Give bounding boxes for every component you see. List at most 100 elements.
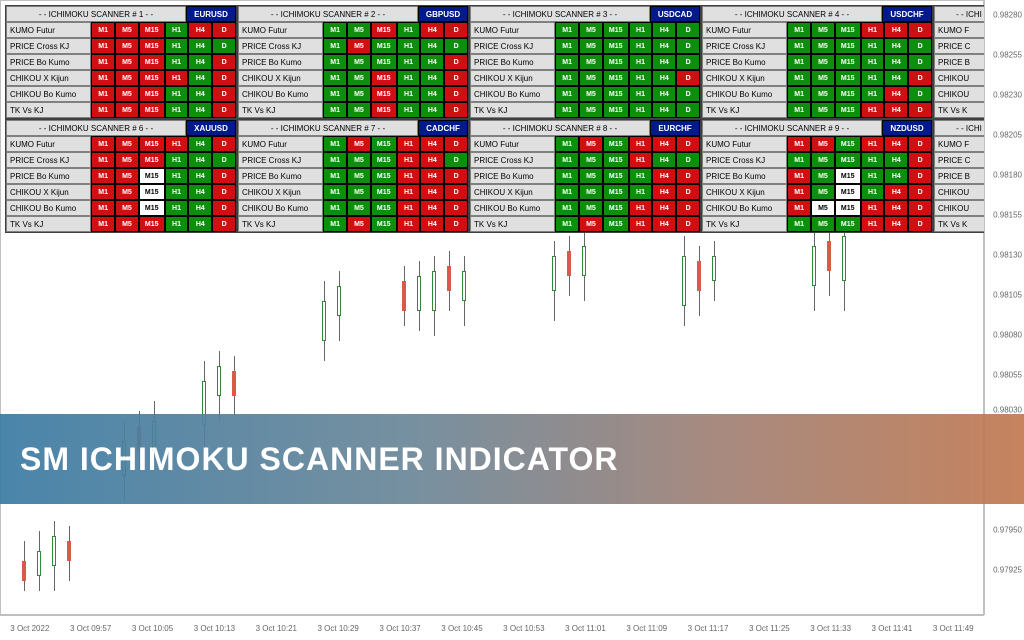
signal-cell[interactable]: D <box>444 86 468 102</box>
signal-cell[interactable]: H1 <box>861 102 885 118</box>
signal-cell[interactable]: M5 <box>811 22 835 38</box>
signal-cell[interactable]: M1 <box>555 200 579 216</box>
signal-cell[interactable]: H1 <box>861 216 885 232</box>
signal-cell[interactable]: M15 <box>371 38 397 54</box>
signal-cell[interactable]: D <box>212 102 236 118</box>
signal-cell[interactable]: H4 <box>884 200 908 216</box>
signal-cell[interactable]: H4 <box>188 38 212 54</box>
signal-cell[interactable]: D <box>676 152 700 168</box>
signal-cell[interactable]: H4 <box>420 216 444 232</box>
signal-cell[interactable]: H1 <box>861 152 885 168</box>
signal-cell[interactable]: H1 <box>397 70 421 86</box>
signal-cell[interactable]: M15 <box>139 102 165 118</box>
signal-cell[interactable]: M5 <box>811 54 835 70</box>
signal-cell[interactable]: H4 <box>188 102 212 118</box>
signal-cell[interactable]: M5 <box>115 200 139 216</box>
signal-cell[interactable]: M5 <box>579 22 603 38</box>
signal-cell[interactable]: H1 <box>861 136 885 152</box>
signal-cell[interactable]: D <box>908 70 932 86</box>
signal-cell[interactable]: M5 <box>347 168 371 184</box>
signal-cell[interactable]: H4 <box>188 216 212 232</box>
signal-cell[interactable]: M1 <box>91 22 115 38</box>
signal-cell[interactable]: H4 <box>420 70 444 86</box>
signal-cell[interactable]: M15 <box>371 216 397 232</box>
signal-cell[interactable]: H1 <box>861 200 885 216</box>
signal-cell[interactable]: M1 <box>555 136 579 152</box>
signal-cell[interactable]: H1 <box>629 200 653 216</box>
signal-cell[interactable]: M5 <box>579 70 603 86</box>
signal-cell[interactable]: M1 <box>555 54 579 70</box>
signal-cell[interactable]: M5 <box>347 102 371 118</box>
signal-cell[interactable]: D <box>444 136 468 152</box>
signal-cell[interactable]: H1 <box>165 54 189 70</box>
signal-cell[interactable]: M15 <box>603 152 629 168</box>
signal-cell[interactable]: H1 <box>629 102 653 118</box>
signal-cell[interactable]: M1 <box>323 54 347 70</box>
signal-cell[interactable]: M1 <box>555 168 579 184</box>
signal-cell[interactable]: M5 <box>579 152 603 168</box>
signal-cell[interactable]: M5 <box>347 22 371 38</box>
signal-cell[interactable]: M15 <box>835 70 861 86</box>
signal-cell[interactable]: H1 <box>165 70 189 86</box>
signal-cell[interactable]: H1 <box>165 22 189 38</box>
signal-cell[interactable]: M5 <box>811 136 835 152</box>
signal-cell[interactable]: M15 <box>603 102 629 118</box>
signal-cell[interactable]: D <box>908 216 932 232</box>
signal-cell[interactable]: H1 <box>629 22 653 38</box>
signal-cell[interactable]: H1 <box>397 54 421 70</box>
signal-cell[interactable]: M1 <box>787 200 811 216</box>
signal-cell[interactable]: M1 <box>323 102 347 118</box>
signal-cell[interactable]: H1 <box>165 102 189 118</box>
signal-cell[interactable]: H1 <box>165 38 189 54</box>
signal-cell[interactable]: M1 <box>787 86 811 102</box>
signal-cell[interactable]: M15 <box>835 136 861 152</box>
signal-cell[interactable]: H4 <box>420 102 444 118</box>
signal-cell[interactable]: M5 <box>115 22 139 38</box>
signal-cell[interactable]: M1 <box>787 136 811 152</box>
signal-cell[interactable]: H1 <box>397 22 421 38</box>
signal-cell[interactable]: M15 <box>371 200 397 216</box>
signal-cell[interactable]: H4 <box>188 184 212 200</box>
signal-cell[interactable]: M5 <box>811 200 835 216</box>
signal-cell[interactable]: M1 <box>787 102 811 118</box>
signal-cell[interactable]: D <box>212 168 236 184</box>
signal-cell[interactable]: M1 <box>787 168 811 184</box>
signal-cell[interactable]: H4 <box>420 136 444 152</box>
signal-cell[interactable]: M5 <box>347 54 371 70</box>
signal-cell[interactable]: M15 <box>835 86 861 102</box>
signal-cell[interactable]: H4 <box>652 136 676 152</box>
signal-cell[interactable]: D <box>676 86 700 102</box>
signal-cell[interactable]: D <box>212 200 236 216</box>
signal-cell[interactable]: D <box>908 168 932 184</box>
signal-cell[interactable]: H4 <box>420 54 444 70</box>
signal-cell[interactable]: D <box>444 152 468 168</box>
signal-cell[interactable]: H1 <box>397 200 421 216</box>
signal-cell[interactable]: M15 <box>139 200 165 216</box>
signal-cell[interactable]: H4 <box>652 86 676 102</box>
signal-cell[interactable]: D <box>212 22 236 38</box>
signal-cell[interactable]: M15 <box>139 70 165 86</box>
signal-cell[interactable]: M5 <box>115 86 139 102</box>
signal-cell[interactable]: M15 <box>139 86 165 102</box>
signal-cell[interactable]: D <box>212 38 236 54</box>
signal-cell[interactable]: D <box>212 184 236 200</box>
signal-cell[interactable]: M15 <box>603 200 629 216</box>
signal-cell[interactable]: M1 <box>555 184 579 200</box>
signal-cell[interactable]: M5 <box>115 102 139 118</box>
signal-cell[interactable]: M15 <box>835 102 861 118</box>
signal-cell[interactable]: M1 <box>555 102 579 118</box>
signal-cell[interactable]: D <box>676 54 700 70</box>
signal-cell[interactable]: M15 <box>371 184 397 200</box>
signal-cell[interactable]: M15 <box>139 54 165 70</box>
signal-cell[interactable]: H4 <box>652 152 676 168</box>
signal-cell[interactable]: M15 <box>139 168 165 184</box>
signal-cell[interactable]: D <box>212 216 236 232</box>
signal-cell[interactable]: M5 <box>347 184 371 200</box>
signal-cell[interactable]: H1 <box>861 38 885 54</box>
signal-cell[interactable]: H1 <box>165 168 189 184</box>
signal-cell[interactable]: M1 <box>91 216 115 232</box>
signal-cell[interactable]: D <box>676 168 700 184</box>
signal-cell[interactable]: M5 <box>347 136 371 152</box>
signal-cell[interactable]: M5 <box>115 168 139 184</box>
signal-cell[interactable]: H1 <box>629 184 653 200</box>
